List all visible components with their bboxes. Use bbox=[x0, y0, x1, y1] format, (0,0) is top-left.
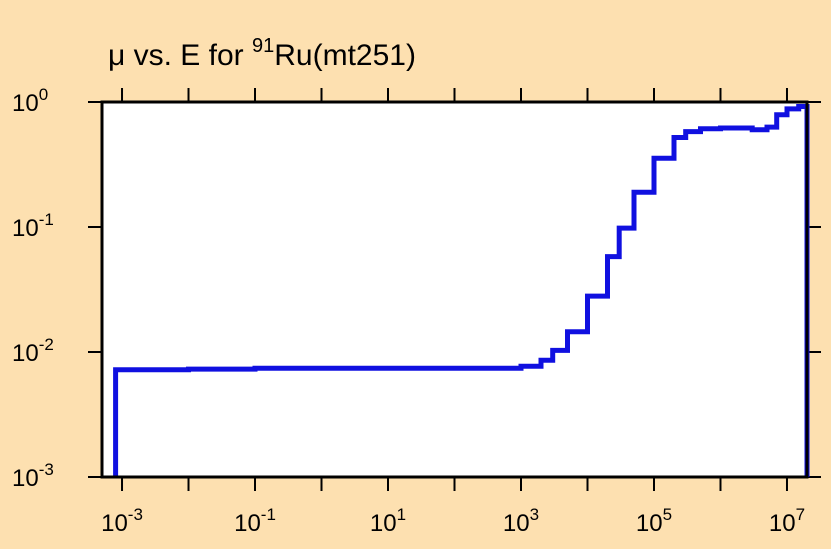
x-tick-label: 10-1 bbox=[234, 505, 276, 537]
x-tick-label: 10-3 bbox=[101, 505, 143, 537]
y-tick-label: 100 bbox=[12, 85, 48, 117]
chart-title-suffix: Ru(mt251) bbox=[274, 39, 416, 72]
chart-title: μ vs. E for 91Ru(mt251) bbox=[108, 35, 416, 72]
series-line bbox=[113, 104, 810, 477]
series-layer bbox=[113, 104, 810, 477]
plot-frame bbox=[100, 100, 809, 479]
x-tick-label: 103 bbox=[503, 505, 539, 537]
y-axis-tick-labels: 100 10-1 10-2 10-3 bbox=[12, 85, 54, 492]
y-tick-label: 10-2 bbox=[12, 335, 54, 367]
x-tick-label: 107 bbox=[769, 505, 805, 537]
chart-title-prefix: μ vs. E for bbox=[108, 39, 252, 72]
y-tick-label: 10-3 bbox=[12, 460, 54, 492]
x-axis-tick-labels: 10-3 10-1 101 103 105 107 bbox=[101, 505, 805, 537]
x-tick-label: 105 bbox=[636, 505, 672, 537]
chart-title-superscript: 91 bbox=[252, 35, 274, 57]
y-tick-label: 10-1 bbox=[12, 210, 54, 242]
plot-area bbox=[102, 102, 807, 477]
x-tick-label: 101 bbox=[370, 505, 406, 537]
